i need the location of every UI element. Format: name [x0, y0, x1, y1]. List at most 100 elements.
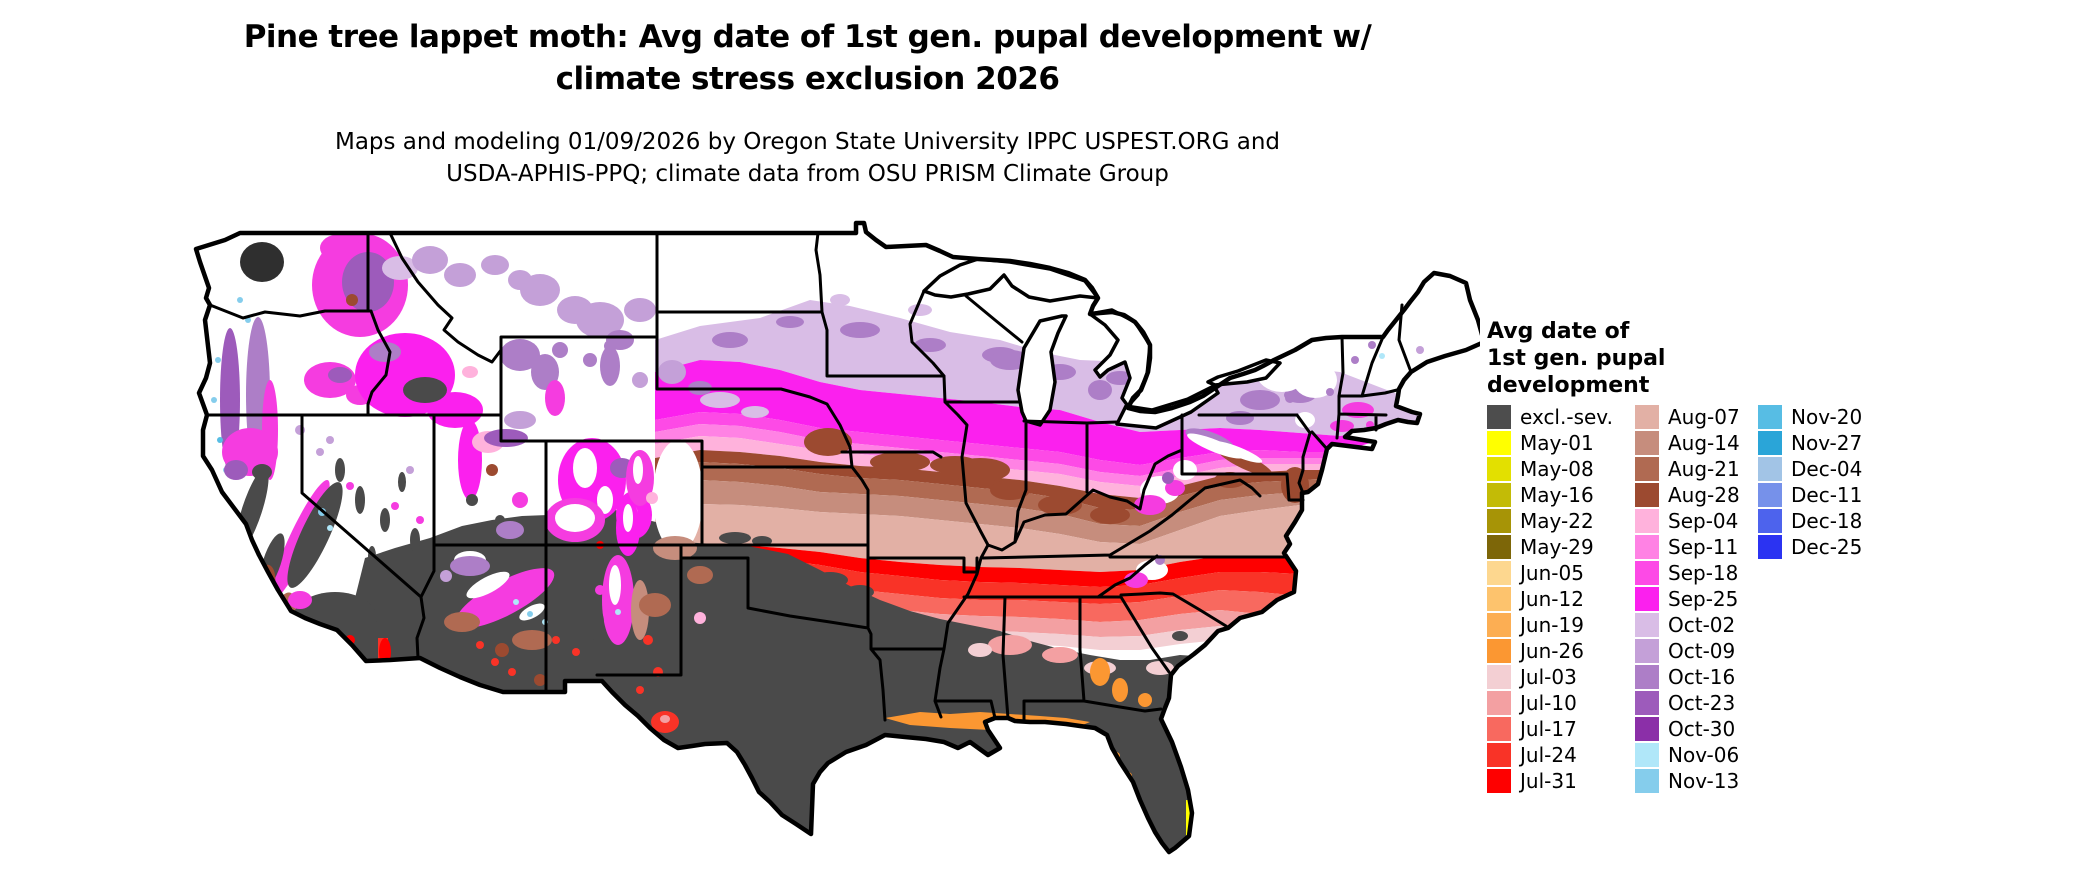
legend-label: excl.-sev. [1520, 405, 1613, 429]
legend-label: Aug-14 [1668, 431, 1740, 455]
great-lakes [922, 257, 1282, 430]
legend-swatch [1635, 535, 1659, 559]
legend-row: Aug-14 [1635, 430, 1740, 456]
legend-swatch [1635, 561, 1659, 585]
legend-label: Jun-12 [1520, 587, 1584, 611]
legend-row: Nov-13 [1635, 768, 1740, 794]
legend-label: Dec-04 [1791, 457, 1863, 481]
legend-swatch [1487, 405, 1511, 429]
title-line-2: climate stress exclusion 2026 [555, 61, 1060, 97]
subtitle-line-2: USDA-APHIS-PPQ; climate data from OSU PR… [446, 161, 1169, 187]
legend-row: Oct-30 [1635, 716, 1740, 742]
legend-label: Nov-27 [1791, 431, 1863, 455]
legend-row: Sep-11 [1635, 534, 1740, 560]
legend-row: May-08 [1487, 456, 1613, 482]
legend-swatch [1635, 509, 1659, 533]
legend-swatch [1487, 769, 1511, 793]
legend-label: Jun-19 [1520, 613, 1584, 637]
legend-column-2: Aug-07 Aug-14 Aug-21 Aug-28 Sep-04 Sep-11 Sep-… [1635, 404, 1740, 794]
legend-swatch [1635, 405, 1659, 429]
legend-label: Aug-07 [1668, 405, 1740, 429]
legend-label: Aug-28 [1668, 483, 1740, 507]
legend-swatch [1635, 613, 1659, 637]
legend-swatch [1635, 431, 1659, 455]
legend-swatch [1487, 743, 1511, 767]
legend-swatch [1487, 665, 1511, 689]
legend-row: Dec-04 [1758, 456, 1862, 482]
legend-row: Sep-18 [1635, 560, 1740, 586]
legend-label: May-29 [1520, 535, 1594, 559]
legend-label: Oct-16 [1668, 665, 1736, 689]
legend-label: Jul-31 [1520, 769, 1577, 793]
legend-row: Sep-04 [1635, 508, 1740, 534]
legend-row: Oct-16 [1635, 664, 1740, 690]
legend-label: Jul-17 [1520, 717, 1577, 741]
legend-swatch [1487, 639, 1511, 663]
legend-row: Oct-02 [1635, 612, 1740, 638]
legend-row: May-29 [1487, 534, 1613, 560]
legend-row: Jun-05 [1487, 560, 1613, 586]
legend-row: Oct-09 [1635, 638, 1740, 664]
legend-row: Dec-11 [1758, 482, 1862, 508]
legend-swatch [1635, 743, 1659, 767]
us-map [180, 162, 1480, 892]
legend-title: Avg date of 1st gen. pupal development [1487, 318, 2087, 399]
legend-label: Nov-13 [1668, 769, 1740, 793]
legend-swatch [1487, 587, 1511, 611]
us-map-svg [193, 220, 1480, 855]
legend-label: Oct-30 [1668, 717, 1736, 741]
legend-label: May-22 [1520, 509, 1594, 533]
legend-swatch [1758, 535, 1782, 559]
legend-label: Dec-25 [1791, 535, 1863, 559]
legend-swatch [1487, 717, 1511, 741]
legend-row: Aug-28 [1635, 482, 1740, 508]
legend-row: Oct-23 [1635, 690, 1740, 716]
lavender-speckle [700, 294, 932, 418]
legend-row: Jun-19 [1487, 612, 1613, 638]
legend-column-3: Nov-20 Nov-27 Dec-04 Dec-11 Dec-18 Dec-25 [1758, 404, 1862, 560]
legend-label: Oct-09 [1668, 639, 1736, 663]
legend-row: excl.-sev. [1487, 404, 1613, 430]
legend-swatch [1758, 483, 1782, 507]
state-borders [205, 231, 1413, 724]
legend-label: Jul-03 [1520, 665, 1577, 689]
page-subtitle: Maps and modeling 01/09/2026 by Oregon S… [0, 126, 1615, 190]
legend-label: Oct-02 [1668, 613, 1736, 637]
legend-swatch [1487, 509, 1511, 533]
legend-label: May-16 [1520, 483, 1594, 507]
legend-swatch [1487, 691, 1511, 715]
legend-swatch [1635, 457, 1659, 481]
legend-label: Dec-18 [1791, 509, 1863, 533]
legend-label: Nov-20 [1791, 405, 1863, 429]
subtitle-line-1: Maps and modeling 01/09/2026 by Oregon S… [334, 129, 1281, 155]
legend-label: Sep-11 [1668, 535, 1739, 559]
legend-label: Sep-04 [1668, 509, 1739, 533]
legend-row: Aug-07 [1635, 404, 1740, 430]
legend-label: Oct-23 [1668, 691, 1736, 715]
legend-row: Nov-27 [1758, 430, 1862, 456]
legend-row: Nov-06 [1635, 742, 1740, 768]
legend-swatch [1487, 431, 1511, 455]
legend-column-1: excl.-sev. May-01 May-08 May-16 May-22 May-29… [1487, 404, 1613, 794]
legend-label: Nov-06 [1668, 743, 1740, 767]
legend-label: Aug-21 [1668, 457, 1740, 481]
legend-row: Jul-24 [1487, 742, 1613, 768]
legend-row: May-22 [1487, 508, 1613, 534]
legend-label: May-01 [1520, 431, 1594, 455]
legend-row: May-01 [1487, 430, 1613, 456]
legend-swatch [1635, 769, 1659, 793]
legend-row: May-16 [1487, 482, 1613, 508]
legend-row: Jul-03 [1487, 664, 1613, 690]
legend-title-line-1: Avg date of [1487, 319, 1630, 344]
title-line-1: Pine tree lappet moth: Avg date of 1st g… [243, 19, 1372, 55]
legend-swatch [1635, 691, 1659, 715]
lake-michigan [1016, 314, 1068, 427]
us-outline [193, 220, 1480, 855]
legend-title-line-3: development [1487, 373, 1650, 398]
legend-title-line-2: 1st gen. pupal [1487, 346, 1666, 371]
legend-row: Jun-12 [1487, 586, 1613, 612]
legend-swatch [1635, 483, 1659, 507]
legend-label: Jun-26 [1520, 639, 1584, 663]
map-legend: Avg date of 1st gen. pupal development e… [1487, 318, 2087, 793]
